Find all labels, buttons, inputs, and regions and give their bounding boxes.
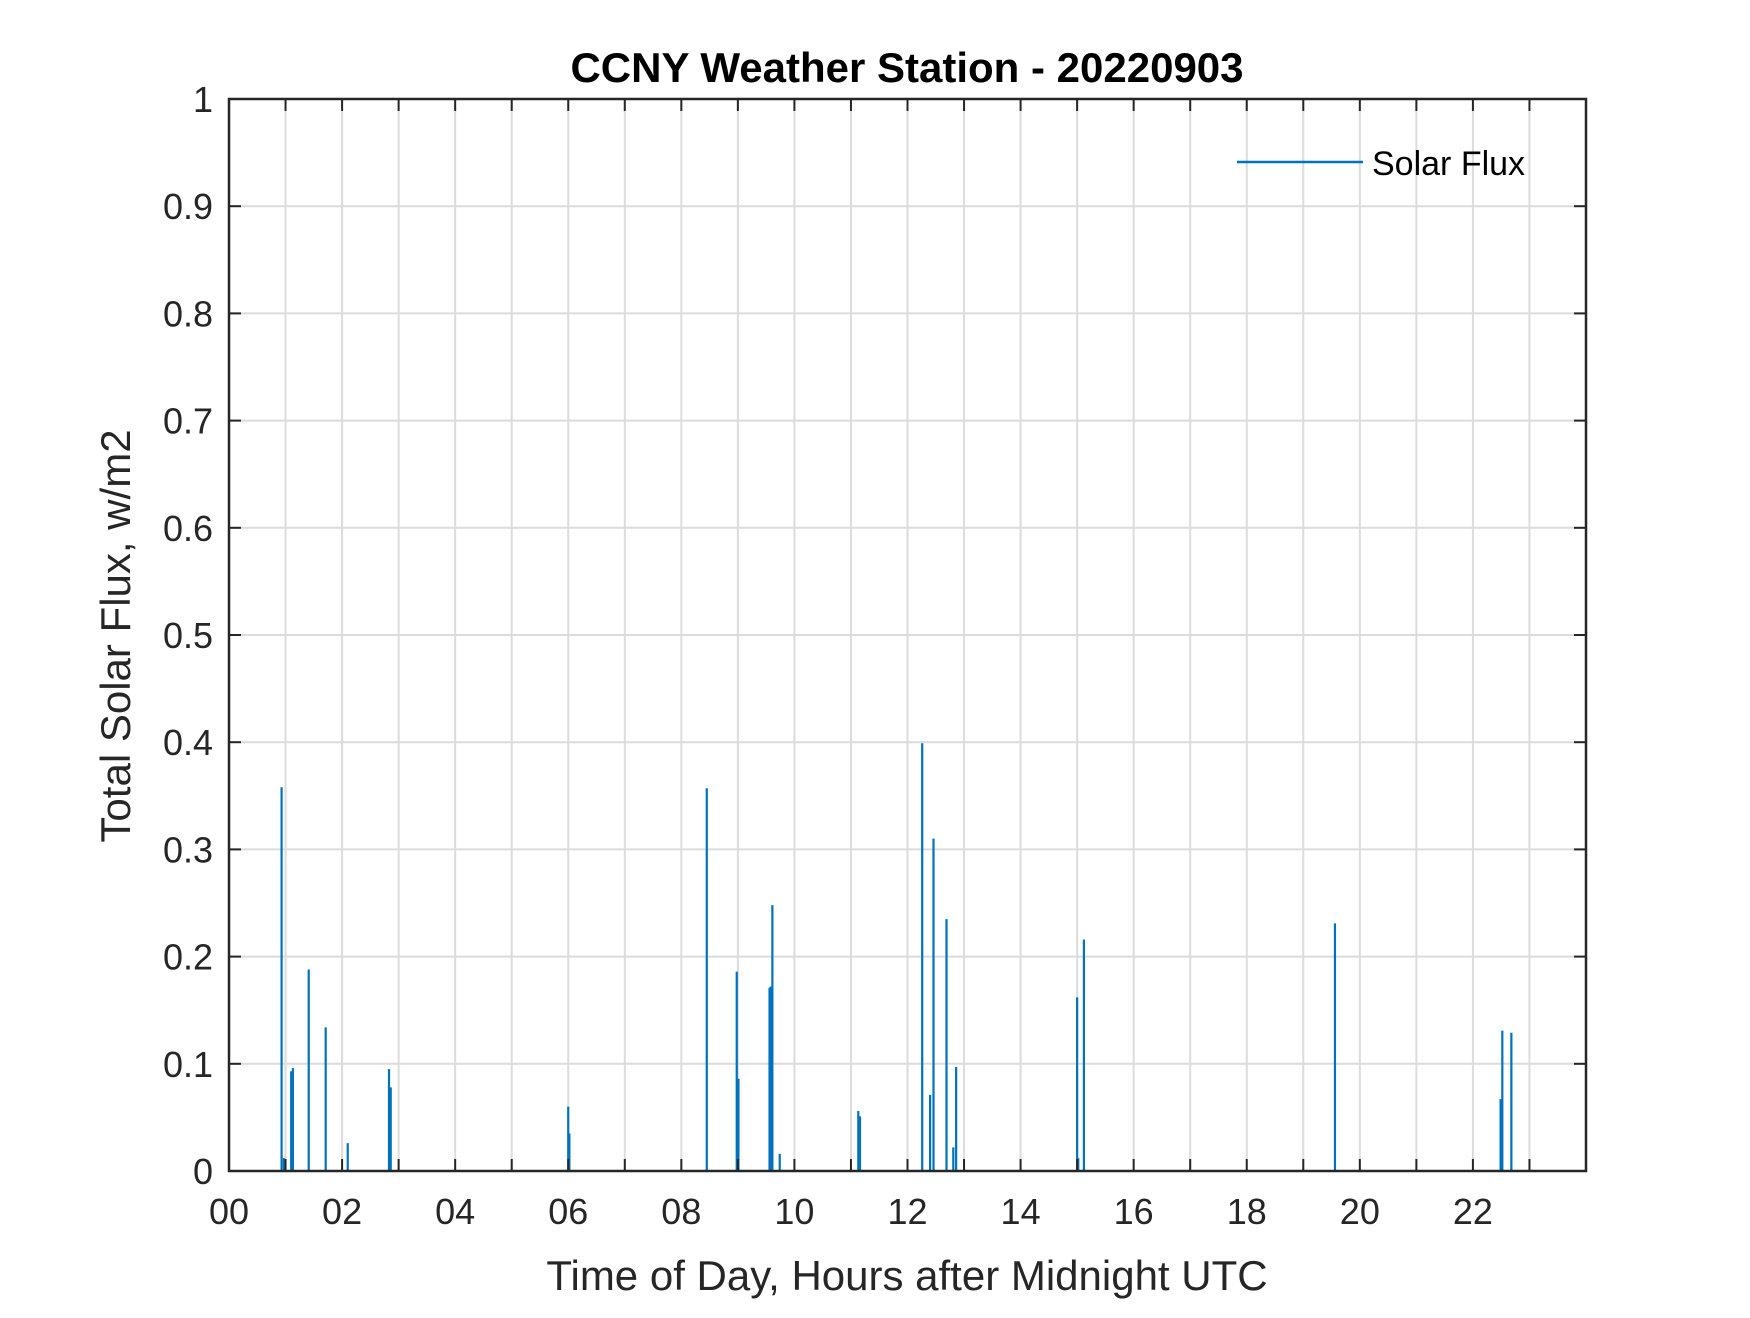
chart-title: CCNY Weather Station - 20220903: [570, 44, 1243, 91]
y-tick-label: 0.2: [163, 937, 213, 978]
x-tick-label: 02: [322, 1191, 362, 1232]
tick-layer: 00 02 04 06 08 10 12 14 16 18 20 22 0 0.1 0.2 0.3 0.4 0.5…: [163, 79, 1586, 1232]
x-tick-label: 08: [661, 1191, 701, 1232]
x-tick-label: 20: [1340, 1191, 1380, 1232]
x-tick-label: 06: [548, 1191, 588, 1232]
x-tick-label: 14: [1001, 1191, 1041, 1232]
legend: Solar Flux: [1237, 145, 1525, 183]
x-axis-label: Time of Day, Hours after Midnight UTC: [546, 1252, 1267, 1299]
y-tick-label: 0.8: [163, 293, 213, 334]
y-tick-label: 0.1: [163, 1044, 213, 1085]
y-tick-label: 0.7: [163, 401, 213, 442]
x-tick-label: 12: [887, 1191, 927, 1232]
x-tick-label: 00: [209, 1191, 249, 1232]
y-axis-label: Total Solar Flux, w/m2: [92, 429, 139, 842]
x-tick-label: 16: [1114, 1191, 1154, 1232]
x-tick-label: 18: [1227, 1191, 1267, 1232]
data-layer: [280, 743, 1513, 1171]
x-tick-label: 22: [1453, 1191, 1493, 1232]
y-tick-label: 0.4: [163, 722, 213, 763]
y-tick-label: 0.9: [163, 186, 213, 227]
x-tick-label: 04: [435, 1191, 475, 1232]
text-layer: CCNY Weather Station - 20220903 Time of …: [92, 44, 1268, 1299]
grid-layer: [229, 99, 1586, 1171]
y-tick-label: 0.3: [163, 829, 213, 870]
y-tick-label: 0: [193, 1151, 213, 1192]
x-tick-label: 10: [774, 1191, 814, 1232]
legend-label-solar-flux: Solar Flux: [1372, 145, 1525, 183]
y-tick-label: 1: [193, 79, 213, 120]
y-tick-label: 0.5: [163, 615, 213, 656]
y-tick-label: 0.6: [163, 508, 213, 549]
